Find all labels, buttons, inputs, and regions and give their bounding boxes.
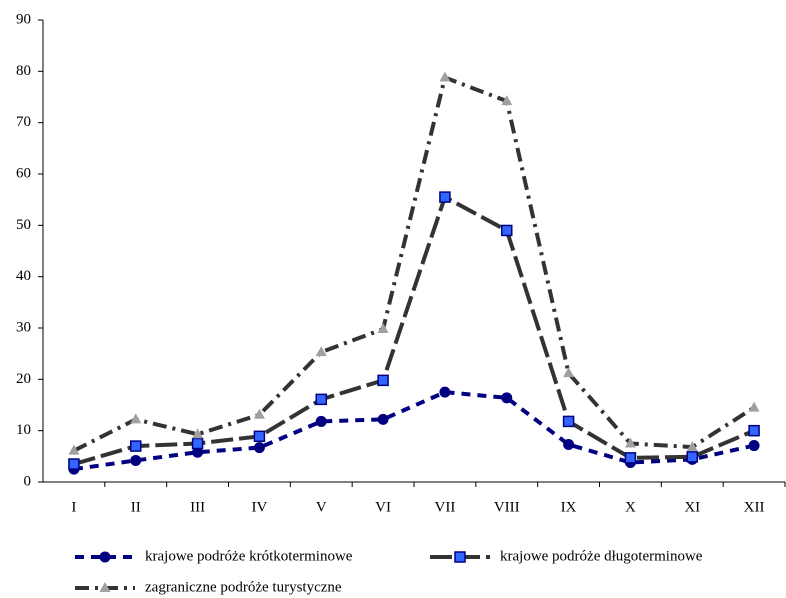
- point: [192, 428, 204, 439]
- point: [68, 458, 80, 470]
- y-tick-label: 0: [24, 473, 32, 489]
- point: [624, 452, 637, 464]
- point: [686, 451, 698, 463]
- legend-marker: [99, 582, 111, 592]
- point: [191, 437, 204, 450]
- point: [130, 440, 142, 452]
- point: [748, 424, 760, 437]
- point: [624, 437, 636, 448]
- series-line: [73, 390, 755, 472]
- point: [501, 392, 513, 404]
- x-tick-label: IX: [561, 499, 577, 515]
- point: [563, 367, 575, 378]
- x-tick-label: I: [71, 499, 76, 515]
- series-line: [73, 74, 756, 453]
- point: [315, 415, 327, 427]
- point: [439, 191, 451, 203]
- y-tick-label: 70: [16, 114, 31, 130]
- legend-label: krajowe podróże długoterminowe: [500, 548, 703, 564]
- x-tick-label: IV: [252, 499, 268, 515]
- point: [253, 430, 266, 443]
- point: [563, 439, 575, 451]
- y-tick-label: 80: [16, 63, 31, 79]
- series-line: [73, 194, 755, 466]
- point: [377, 413, 389, 425]
- y-tick-label: 60: [16, 165, 31, 181]
- point: [501, 95, 513, 106]
- y-tick-label: 90: [16, 11, 31, 27]
- x-tick-label: XII: [744, 499, 765, 515]
- legend-label: zagraniczne podróże turystyczne: [145, 579, 342, 595]
- point: [130, 454, 142, 466]
- point: [748, 401, 760, 412]
- x-tick-label: VII: [435, 499, 456, 515]
- x-tick-label: XI: [684, 499, 700, 515]
- point: [501, 224, 513, 237]
- point: [439, 386, 451, 398]
- legend-label: krajowe podróże krótkoterminowe: [145, 548, 353, 564]
- point: [68, 444, 80, 455]
- point: [253, 408, 265, 419]
- x-tick-label: VIII: [494, 499, 520, 515]
- point: [439, 71, 451, 82]
- y-tick-label: 50: [16, 217, 31, 233]
- x-tick-label: II: [131, 499, 141, 515]
- point: [130, 413, 142, 424]
- point: [377, 323, 389, 334]
- y-tick-label: 20: [16, 371, 31, 387]
- point: [562, 415, 575, 428]
- point: [748, 440, 760, 452]
- y-tick-label: 40: [16, 268, 31, 284]
- y-tick-label: 30: [16, 319, 31, 335]
- legend-marker: [454, 551, 466, 563]
- x-tick-label: X: [625, 499, 636, 515]
- x-tick-label: VI: [375, 499, 391, 515]
- point: [686, 441, 698, 452]
- legend-marker: [99, 551, 111, 563]
- point: [315, 346, 327, 357]
- point: [377, 374, 389, 387]
- point: [315, 393, 327, 406]
- x-tick-label: V: [316, 499, 327, 515]
- y-tick-label: 10: [16, 422, 31, 438]
- x-tick-label: III: [190, 499, 205, 515]
- point: [253, 442, 265, 454]
